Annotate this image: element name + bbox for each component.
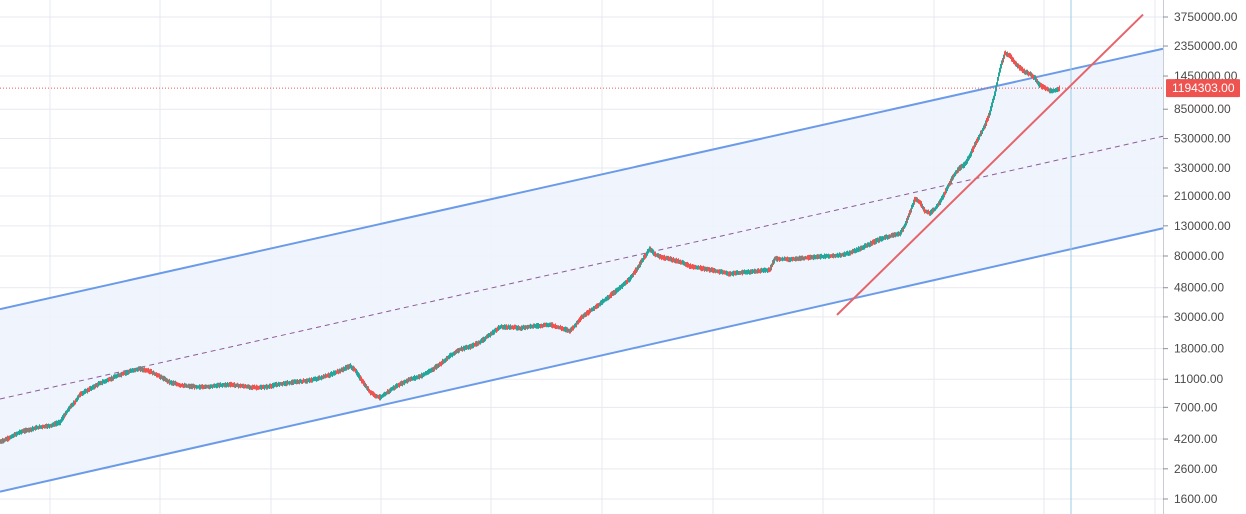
channel-band [0,48,1163,492]
axis-tick-label: 11000.00 [1174,372,1223,386]
axis-tick-label: 80000.00 [1174,249,1224,263]
axis-tick-label: 7000.00 [1174,400,1218,414]
current-price-tag[interactable] [1166,79,1240,98]
axis-tick-label: 18000.00 [1174,342,1224,356]
axis-tick-label: 210000.00 [1174,189,1231,203]
axis-tick-label: 30000.00 [1174,310,1224,324]
axis-tick-label: 850000.00 [1174,102,1231,116]
channel-mid-line[interactable] [0,135,1164,400]
axis-tick-label: 48000.00 [1174,281,1224,295]
axis-tick-label: 530000.00 [1174,132,1231,146]
trend-line[interactable] [836,13,1144,316]
axis-tick-label: 330000.00 [1174,161,1231,175]
price-axis[interactable]: 3750000.002350000.001450000.00850000.005… [1163,0,1246,514]
channel-lower-line[interactable] [0,227,1164,493]
current-price-label: 1194303.00 [1172,81,1235,95]
axis-tick-label: 2350000.00 [1174,39,1238,53]
axis-tick-label: 1600.00 [1174,492,1218,506]
trend-line-segment[interactable] [836,13,1144,316]
axis-tick-label: 130000.00 [1174,219,1231,233]
axis-tick-label: 2600.00 [1174,462,1218,476]
channel-fill [0,48,1163,492]
channel-upper-line[interactable] [0,47,1164,311]
axis-tick-label: 3750000.00 [1174,10,1238,24]
regression-channel[interactable] [0,47,1164,493]
price-series [0,50,1060,444]
axis-tick-label: 4200.00 [1174,432,1218,446]
